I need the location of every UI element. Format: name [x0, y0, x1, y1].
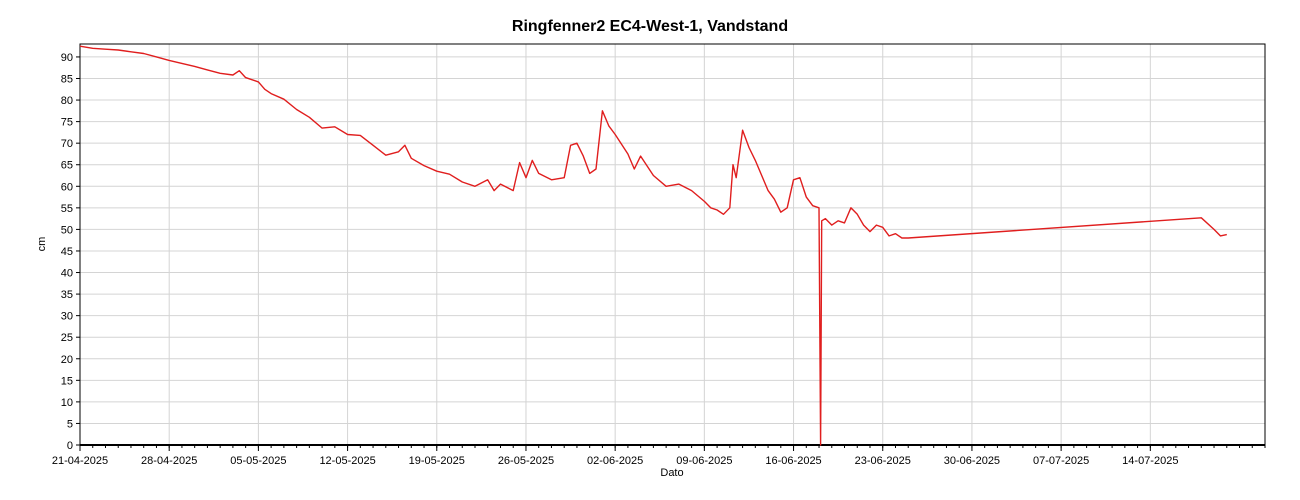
y-tick-label: 75 [61, 117, 73, 129]
plot-frame [79, 43, 1266, 446]
x-tick-label: 07-07-2025 [1033, 455, 1089, 467]
axes: 0 5 10 15 20 25 30 35 40 45 50 55 60 65 70 75 80 85 90 21-0… [52, 43, 1266, 467]
x-tick-label: 09-06-2025 [676, 455, 732, 467]
x-tick-label: 21-04-2025 [52, 455, 108, 467]
series-layer [79, 45, 1227, 446]
gridlines [79, 44, 1265, 446]
y-tick-label: 25 [61, 332, 73, 344]
x-tick-label: 12-05-2025 [319, 455, 375, 467]
x-tick-label: 14-07-2025 [1122, 455, 1178, 467]
chart-title: Ringfenner2 EC4-West-1, Vandstand [511, 18, 789, 35]
y-tick-label: 50 [61, 224, 73, 236]
y-axis-label: cm [36, 237, 48, 252]
x-tick-label: 05-05-2025 [230, 455, 286, 467]
y-tick-label: 15 [61, 375, 73, 387]
y-tick-label: 20 [61, 354, 73, 366]
y-tick-label: 85 [61, 73, 73, 85]
y-tick-label: 0 [67, 440, 73, 452]
y-tick-label: 5 [67, 418, 73, 430]
x-tick-label: 28-04-2025 [141, 455, 197, 467]
y-tick-label: 30 [61, 311, 73, 323]
x-tick-label: 26-05-2025 [498, 455, 554, 467]
x-tick-label: 16-06-2025 [765, 455, 821, 467]
x-tick-label: 23-06-2025 [855, 455, 911, 467]
series-line [79, 45, 1227, 446]
y-tick-label: 65 [61, 160, 73, 172]
y-tick-label: 35 [61, 289, 73, 301]
y-tick-label: 45 [61, 246, 73, 258]
x-tick-label: 19-05-2025 [409, 455, 465, 467]
x-axis-label: Dato [660, 467, 683, 479]
y-tick-label: 70 [61, 138, 73, 150]
y-tick-label: 80 [61, 95, 73, 107]
x-tick-label: 02-06-2025 [587, 455, 643, 467]
y-tick-label: 40 [61, 268, 73, 280]
y-tick-label: 10 [61, 397, 73, 409]
x-tick-label: 30-06-2025 [944, 455, 1000, 467]
y-tick-label: 90 [61, 52, 73, 64]
y-tick-label: 55 [61, 203, 73, 215]
y-tick-label: 60 [61, 181, 73, 193]
